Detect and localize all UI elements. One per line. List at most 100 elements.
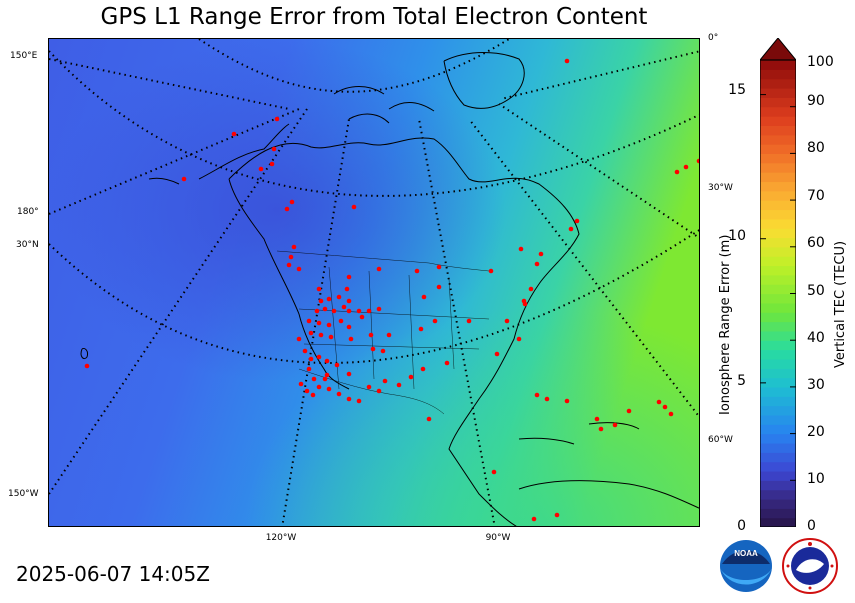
right-tick-20: 20 (807, 424, 825, 440)
station-marker (336, 294, 342, 300)
high-tec-region (49, 39, 699, 526)
right-tick-10: 10 (807, 471, 825, 487)
station-marker (258, 166, 264, 172)
station-marker (494, 351, 500, 357)
station-marker (284, 206, 290, 212)
station-marker (376, 266, 382, 272)
station-marker (84, 363, 90, 369)
left-tick-5: 5 (737, 373, 746, 389)
station-marker (376, 388, 382, 394)
colorbar-band (760, 256, 796, 267)
colorbar-band (760, 265, 796, 276)
station-marker (368, 332, 374, 338)
station-marker (346, 396, 352, 402)
timestamp: 2025-06-07 14:05Z (16, 562, 210, 586)
colorbar-band (760, 461, 796, 472)
station-marker (324, 372, 330, 378)
station-marker (318, 298, 324, 304)
svg-text:NOAA: NOAA (734, 549, 758, 558)
colorbar-band (760, 349, 796, 360)
station-marker (334, 362, 340, 368)
agency-logos: NOAA (720, 538, 838, 594)
station-marker (366, 308, 372, 314)
colorbar-band (760, 97, 796, 108)
station-marker (544, 396, 550, 402)
station-marker (286, 262, 292, 268)
parallel-high (198, 39, 510, 93)
station-marker (296, 336, 302, 342)
colorbar-band (760, 218, 796, 229)
station-marker (656, 399, 662, 405)
colorbar-band (760, 433, 796, 444)
label-150w: 150°W (8, 489, 39, 499)
colorbar-band (760, 489, 796, 500)
station-marker (598, 426, 604, 432)
station-marker (534, 261, 540, 267)
colorbar-band (760, 284, 796, 295)
station-marker (426, 416, 432, 422)
colorbar-band (760, 517, 796, 527)
colorbar-band (760, 414, 796, 425)
station-marker (318, 332, 324, 338)
station-marker (346, 308, 352, 314)
parallel-30n (49, 229, 699, 364)
label-180: 180° (17, 207, 39, 217)
state-lines (298, 266, 490, 390)
station-marker (271, 146, 277, 152)
station-marker (314, 308, 320, 314)
station-marker (504, 318, 510, 324)
label-30n: 30°N (16, 240, 39, 250)
station-marker (274, 116, 280, 122)
station-marker (269, 161, 275, 167)
canada-islands (333, 86, 435, 124)
meridian-180 (49, 108, 300, 215)
colorbar-band (760, 237, 796, 248)
station-marker (421, 294, 427, 300)
label-30w: 30°W (708, 183, 733, 193)
chart-title: GPS L1 Range Error from Total Electron C… (100, 4, 648, 30)
colorbar-band (760, 424, 796, 435)
station-marker (491, 469, 497, 475)
station-marker (538, 251, 544, 257)
colorbar-band (760, 125, 796, 136)
nws-logo (782, 538, 838, 594)
station-marker (316, 384, 322, 390)
colorbar-band (760, 480, 796, 491)
station-marker (346, 298, 352, 304)
meridian-30w (498, 103, 699, 239)
station-marker (322, 306, 328, 312)
station-marker (324, 358, 330, 364)
station-marker (518, 246, 524, 252)
station-marker (521, 298, 527, 304)
colorbar-band (760, 181, 796, 192)
station-marker (181, 176, 187, 182)
station-marker (382, 378, 388, 384)
station-marker (683, 164, 689, 170)
station-marker (408, 374, 414, 380)
colorbar-ticks (760, 59, 796, 527)
meridian-150e (49, 58, 290, 110)
us-mexico-border (298, 368, 445, 415)
station-marker (488, 268, 494, 274)
colorbar-band (760, 162, 796, 173)
station-marker (316, 320, 322, 326)
station-marker (668, 411, 674, 417)
station-marker (304, 388, 310, 394)
station-marker (564, 398, 570, 404)
station-marker (296, 266, 302, 272)
left-tick-10: 10 (728, 228, 746, 244)
left-tick-15: 15 (728, 82, 746, 98)
colorbar-band (760, 246, 796, 257)
colorbar-band (760, 293, 796, 304)
station-marker (376, 306, 382, 312)
colorbar-band (760, 200, 796, 211)
station-marker (466, 318, 472, 324)
colorbar-band (760, 153, 796, 164)
colorbar-band (760, 452, 796, 463)
station-marker (531, 516, 537, 522)
alaska-outline (148, 123, 290, 185)
label-90w: 90°W (485, 533, 511, 543)
greenland-outline (443, 52, 525, 109)
station-marker (298, 381, 304, 387)
